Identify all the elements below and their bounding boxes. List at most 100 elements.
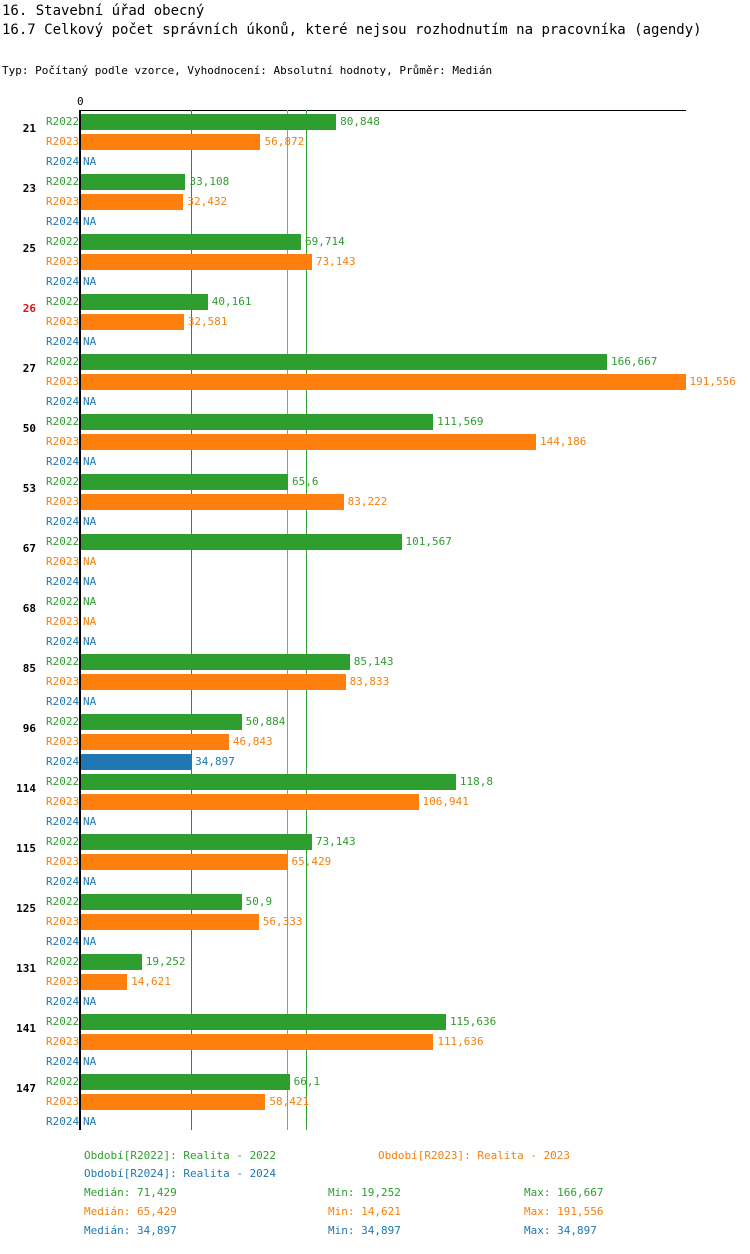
bar-group: 23 R2022 33,108 R2023 32,432 R2024 NA — [0, 172, 750, 232]
bar-group: 53 R2022 65,6 R2023 83,222 R2024 NA — [0, 472, 750, 532]
bar-value-na: NA — [83, 994, 97, 1008]
bar-2022[interactable] — [81, 294, 208, 310]
category-label-85[interactable]: 85 — [22, 662, 36, 675]
bar-group: 67 R2022 101,567 R2023 NA R2024 NA — [0, 532, 750, 592]
series-label-2024: R2024 — [46, 694, 80, 708]
category-label-115[interactable]: 115 — [16, 842, 36, 855]
bar-2023[interactable] — [81, 313, 184, 330]
bar-2023[interactable] — [81, 733, 229, 750]
bar-value-label: 50,884 — [245, 715, 286, 728]
stat-median-2022: Medián: 71,429 — [84, 1186, 177, 1199]
category-label-125[interactable]: 125 — [16, 902, 36, 915]
series-label-2023: R2023 — [46, 1094, 80, 1108]
bar-2022[interactable] — [81, 954, 142, 970]
series-label-2022: R2022 — [46, 835, 80, 848]
category-label-68[interactable]: 68 — [22, 602, 36, 615]
category-label-27[interactable]: 27 — [22, 362, 36, 375]
category-label-23[interactable]: 23 — [22, 182, 36, 195]
series-label-2022: R2022 — [46, 295, 80, 308]
bar-group: 96 R2022 50,884 R2023 46,843 R2024 34,897 — [0, 712, 750, 772]
bar-row: R2022 166,667 — [0, 352, 750, 372]
bar-2023[interactable] — [81, 1033, 434, 1050]
bar-2022[interactable] — [81, 414, 434, 430]
category-label-26[interactable]: 26 — [22, 302, 36, 315]
bar-2023[interactable] — [81, 853, 288, 870]
bar-group: 25 R2022 69,714 R2023 73,143 R2024 NA — [0, 232, 750, 292]
series-label-2024: R2024 — [46, 934, 80, 948]
bar-2023[interactable] — [81, 493, 344, 510]
bar-2022[interactable] — [81, 894, 242, 910]
bar-value-label: 144,186 — [540, 434, 587, 448]
bar-value-na: NA — [83, 574, 97, 588]
series-label-2024: R2024 — [46, 1114, 80, 1128]
bar-2023[interactable] — [81, 193, 184, 210]
bar-2022[interactable] — [81, 474, 289, 490]
bar-2023[interactable] — [81, 913, 259, 930]
bar-2023[interactable] — [81, 673, 346, 690]
bar-2022[interactable] — [81, 1014, 446, 1030]
bar-value-na: NA — [83, 934, 97, 948]
series-label-2022: R2022 — [46, 355, 80, 368]
stat-max-2022: Max: 166,667 — [524, 1186, 604, 1199]
bar-2024[interactable] — [81, 753, 192, 770]
category-label-141[interactable]: 141 — [16, 1022, 36, 1035]
bar-row: R2022 50,884 — [0, 712, 750, 732]
category-label-131[interactable]: 131 — [16, 962, 36, 975]
bar-row: R2023 32,432 — [0, 192, 750, 212]
bar-value-label: 191,556 — [689, 374, 736, 388]
bar-2022[interactable] — [81, 114, 337, 130]
bar-2022[interactable] — [81, 654, 350, 670]
reference-line-median-2024 — [191, 110, 193, 1130]
bar-group: 50 R2022 111,569 R2023 144,186 R2024 NA — [0, 412, 750, 472]
bar-2023[interactable] — [81, 973, 128, 990]
bar-2023[interactable] — [81, 793, 419, 810]
bar-group: 21 R2022 80,848 R2023 56,872 R2024 NA — [0, 112, 750, 172]
series-label-2024: R2024 — [46, 814, 80, 828]
bar-2022[interactable] — [81, 1074, 290, 1090]
bar-row: R2024 NA — [0, 692, 750, 712]
bar-value-label: 111,636 — [437, 1034, 484, 1048]
category-label-21[interactable]: 21 — [22, 122, 36, 135]
category-label-67[interactable]: 67 — [22, 542, 36, 555]
series-label-2024: R2024 — [46, 754, 80, 768]
bar-2022[interactable] — [81, 354, 607, 370]
series-label-2023: R2023 — [46, 794, 80, 808]
bar-2022[interactable] — [81, 534, 402, 550]
series-label-2022: R2022 — [46, 955, 80, 968]
series-label-2023: R2023 — [46, 674, 80, 688]
bar-2022[interactable] — [81, 174, 186, 190]
bar-group: 26 R2022 40,161 R2023 32,581 R2024 NA — [0, 292, 750, 352]
page-title: 16. Stavební úřad obecný — [2, 3, 205, 19]
bar-row: R2023 73,143 — [0, 252, 750, 272]
category-label-25[interactable]: 25 — [22, 242, 36, 255]
bar-value-na: NA — [83, 454, 97, 468]
category-label-50[interactable]: 50 — [22, 422, 36, 435]
bar-2022[interactable] — [81, 714, 242, 730]
category-label-114[interactable]: 114 — [16, 782, 36, 795]
bar-2023[interactable] — [81, 373, 686, 390]
bar-value-label: 19,252 — [145, 955, 186, 968]
series-label-2024: R2024 — [46, 154, 80, 168]
bar-2023[interactable] — [81, 433, 537, 450]
category-label-147[interactable]: 147 — [16, 1082, 36, 1095]
bar-row: R2024 NA — [0, 812, 750, 832]
category-label-96[interactable]: 96 — [22, 722, 36, 735]
category-label-53[interactable]: 53 — [22, 482, 36, 495]
bar-row: R2023 83,833 — [0, 672, 750, 692]
bar-2023[interactable] — [81, 253, 312, 270]
bar-row: R2023 56,872 — [0, 132, 750, 152]
bar-row: R2024 NA — [0, 212, 750, 232]
bar-value-label: 56,333 — [262, 914, 303, 928]
stat-min-2022: Min: 19,252 — [328, 1186, 401, 1199]
bar-2023[interactable] — [81, 133, 261, 150]
bar-value-na: NA — [83, 1054, 97, 1068]
bar-value-label: 83,222 — [347, 494, 388, 508]
bar-2022[interactable] — [81, 234, 302, 250]
bar-2022[interactable] — [81, 774, 456, 790]
bar-row: R2023 111,636 — [0, 1032, 750, 1052]
bar-2023[interactable] — [81, 1093, 266, 1110]
bar-2022[interactable] — [81, 834, 312, 850]
bar-value-label: 56,872 — [264, 134, 305, 148]
bar-value-na: NA — [83, 874, 97, 888]
series-label-2023: R2023 — [46, 734, 80, 748]
